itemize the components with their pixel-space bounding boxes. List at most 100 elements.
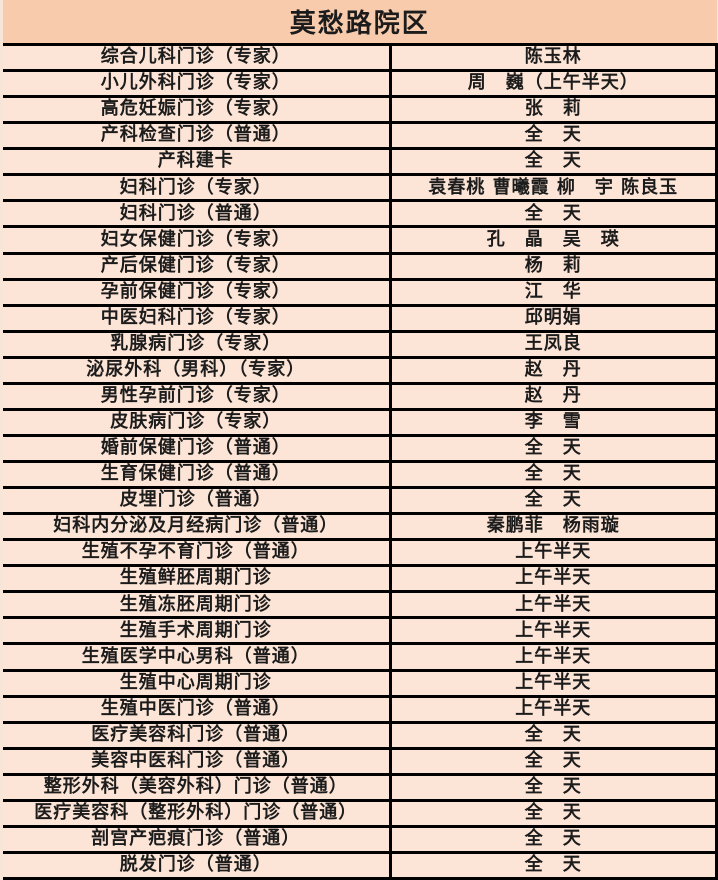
doctor-schedule-cell: 全 天	[388, 199, 718, 229]
doctor-schedule-cell: 赵 丹	[388, 381, 718, 411]
department-cell: 妇科门诊（专家）	[3, 173, 392, 203]
department-cell: 中医妇科门诊（专家）	[3, 303, 392, 333]
department-cell: 高危妊娠门诊（专家）	[3, 95, 392, 125]
doctor-schedule-cell: 全 天	[388, 121, 718, 151]
doctor-schedule-cell: 上午半天	[388, 694, 718, 724]
table-row: 产科建卡全 天	[3, 147, 718, 177]
doctor-schedule-cell: 全 天	[388, 720, 718, 750]
doctor-schedule-cell: 上午半天	[388, 590, 718, 620]
doctor-schedule-cell: 上午半天	[388, 642, 718, 672]
header-row: 莫愁路院区	[3, 0, 717, 46]
doctor-schedule-cell: 上午半天	[388, 616, 718, 646]
doctor-schedule-cell: 全 天	[388, 486, 718, 516]
schedule-table: 莫愁路院区 综合儿科门诊（专家） 陈玉林 小儿外科门诊（专家）周 巍（上午半天） 高危…	[3, 0, 718, 880]
doctor-schedule-cell: 张 莉	[388, 95, 718, 125]
department-cell: 皮肤病门诊（专家）	[3, 407, 392, 437]
department-cell: 生殖中医门诊（普通）	[3, 694, 392, 724]
department-cell: 产科检查门诊（普通）	[3, 121, 392, 151]
doctor-schedule-cell: 赵 丹	[388, 355, 718, 385]
table-row: 产后保健门诊（专家）杨 莉	[3, 251, 718, 281]
schedule-body: 综合儿科门诊（专家） 陈玉林 小儿外科门诊（专家）周 巍（上午半天） 高危妊娠门诊（专…	[3, 42, 718, 880]
doctor-schedule-cell: 孔 晶 吴 瑛	[388, 225, 718, 255]
department-cell: 小儿外科门诊（专家）	[3, 69, 392, 99]
table-row: 美容中医科门诊（普通）全 天	[3, 746, 718, 776]
table-row: 整形外科（美容外科）门诊（普通）全 天	[3, 772, 718, 802]
table-row: 生殖中心周期门诊 上午半天	[3, 668, 718, 698]
table-row: 妇女保健门诊（专家）孔 晶 吴 瑛	[3, 225, 718, 255]
table-row: 泌尿外科（男科）（专家）赵 丹	[3, 355, 718, 385]
doctor-schedule-cell: 上午半天	[388, 668, 718, 698]
table-row: 男性孕前门诊（专家）赵 丹	[3, 381, 718, 411]
table-row: 生殖医学中心男科（普通） 上午半天	[3, 642, 718, 672]
department-cell: 产科建卡	[3, 147, 392, 177]
department-cell: 医疗美容科门诊（普通）	[3, 720, 392, 750]
doctor-schedule-cell: 陈玉林	[388, 42, 718, 73]
doctor-schedule-cell: 上午半天	[388, 564, 718, 594]
table-row: 生殖手术周期门诊 上午半天	[3, 616, 718, 646]
table-row: 妇科门诊（普通）全 天	[3, 199, 718, 229]
doctor-schedule-cell: 上午半天	[388, 538, 718, 568]
doctor-schedule-cell: 杨 莉	[388, 251, 718, 281]
doctor-schedule-cell: 王凤良	[388, 329, 718, 359]
department-cell: 妇科内分泌及月经病门诊（普通）	[3, 512, 392, 542]
table-row: 皮埋门诊（普通）全 天	[3, 486, 718, 516]
table-row: 妇科内分泌及月经病门诊（普通） 秦鹏菲 杨雨璇	[3, 512, 718, 542]
table-row: 综合儿科门诊（专家） 陈玉林	[3, 42, 718, 73]
table-row: 生殖不孕不育门诊（普通） 上午半天	[3, 538, 718, 568]
department-cell: 男性孕前门诊（专家）	[3, 381, 392, 411]
department-cell: 生殖冻胚周期门诊	[3, 590, 392, 620]
department-cell: 整形外科（美容外科）门诊（普通）	[3, 772, 392, 802]
table-row: 婚前保健门诊（普通）全 天	[3, 433, 718, 464]
department-cell: 脱发门诊（普通）	[3, 850, 392, 880]
doctor-schedule-cell: 全 天	[388, 798, 718, 828]
table-row: 中医妇科门诊（专家） 邱明娟	[3, 303, 718, 333]
department-cell: 婚前保健门诊（普通）	[3, 433, 392, 464]
department-cell: 皮埋门诊（普通）	[3, 486, 392, 516]
department-cell: 生育保健门诊（普通）	[3, 459, 392, 490]
table-row: 产科检查门诊（普通）全 天	[3, 121, 718, 151]
doctor-schedule-cell: 全 天	[388, 147, 718, 177]
table-row: 妇科门诊（专家） 袁春桃 曹曦霞 柳 宇 陈良玉	[3, 173, 718, 203]
table-row: 乳腺病门诊（专家） 王凤良	[3, 329, 718, 359]
doctor-schedule-cell: 秦鹏菲 杨雨璇	[388, 512, 718, 542]
table-row: 医疗美容科（整形外科）门诊（普通）全 天	[3, 798, 718, 828]
doctor-schedule-cell: 袁春桃 曹曦霞 柳 宇 陈良玉	[388, 173, 718, 203]
table-row: 剖宫产疤痕门诊（普通）全 天	[3, 824, 718, 854]
table-row: 生育保健门诊（普通）全 天	[3, 459, 718, 490]
department-cell: 美容中医科门诊（普通）	[3, 746, 392, 776]
table-row: 生殖鲜胚周期门诊 上午半天	[3, 564, 718, 594]
doctor-schedule-cell: 周 巍（上午半天）	[388, 69, 718, 99]
department-cell: 生殖不孕不育门诊（普通）	[3, 538, 392, 568]
department-cell: 产后保健门诊（专家）	[3, 251, 392, 281]
table-row: 生殖中医门诊（普通） 上午半天	[3, 694, 718, 724]
table-row: 脱发门诊（普通）全 天	[3, 850, 718, 880]
department-cell: 生殖鲜胚周期门诊	[3, 564, 392, 594]
doctor-schedule-cell: 全 天	[388, 433, 718, 464]
department-cell: 泌尿外科（男科）（专家）	[3, 355, 392, 385]
table-row: 皮肤病门诊（专家）李 雪	[3, 407, 718, 437]
department-cell: 妇女保健门诊（专家）	[3, 225, 392, 255]
table-row: 小儿外科门诊（专家）周 巍（上午半天）	[3, 69, 718, 99]
doctor-schedule-cell: 全 天	[388, 772, 718, 802]
department-cell: 生殖手术周期门诊	[3, 616, 392, 646]
doctor-schedule-cell: 全 天	[388, 459, 718, 490]
doctor-schedule-cell: 全 天	[388, 824, 718, 854]
campus-title: 莫愁路院区	[3, 0, 717, 46]
table-row: 生殖冻胚周期门诊 上午半天	[3, 590, 718, 620]
doctor-schedule-cell: 全 天	[388, 746, 718, 776]
department-cell: 乳腺病门诊（专家）	[3, 329, 392, 359]
department-cell: 孕前保健门诊（专家）	[3, 277, 392, 307]
doctor-schedule-cell: 全 天	[388, 850, 718, 880]
department-cell: 生殖中心周期门诊	[3, 668, 392, 698]
department-cell: 妇科门诊（普通）	[3, 199, 392, 229]
doctor-schedule-cell: 邱明娟	[388, 303, 718, 333]
department-cell: 剖宫产疤痕门诊（普通）	[3, 824, 392, 854]
doctor-schedule-cell: 江 华	[388, 277, 718, 307]
department-cell: 综合儿科门诊（专家）	[3, 42, 392, 73]
table-row: 孕前保健门诊（专家）江 华	[3, 277, 718, 307]
table-row: 医疗美容科门诊（普通）全 天	[3, 720, 718, 750]
department-cell: 医疗美容科（整形外科）门诊（普通）	[3, 798, 392, 828]
department-cell: 生殖医学中心男科（普通）	[3, 642, 392, 672]
table-row: 高危妊娠门诊（专家）张 莉	[3, 95, 718, 125]
doctor-schedule-cell: 李 雪	[388, 407, 718, 437]
